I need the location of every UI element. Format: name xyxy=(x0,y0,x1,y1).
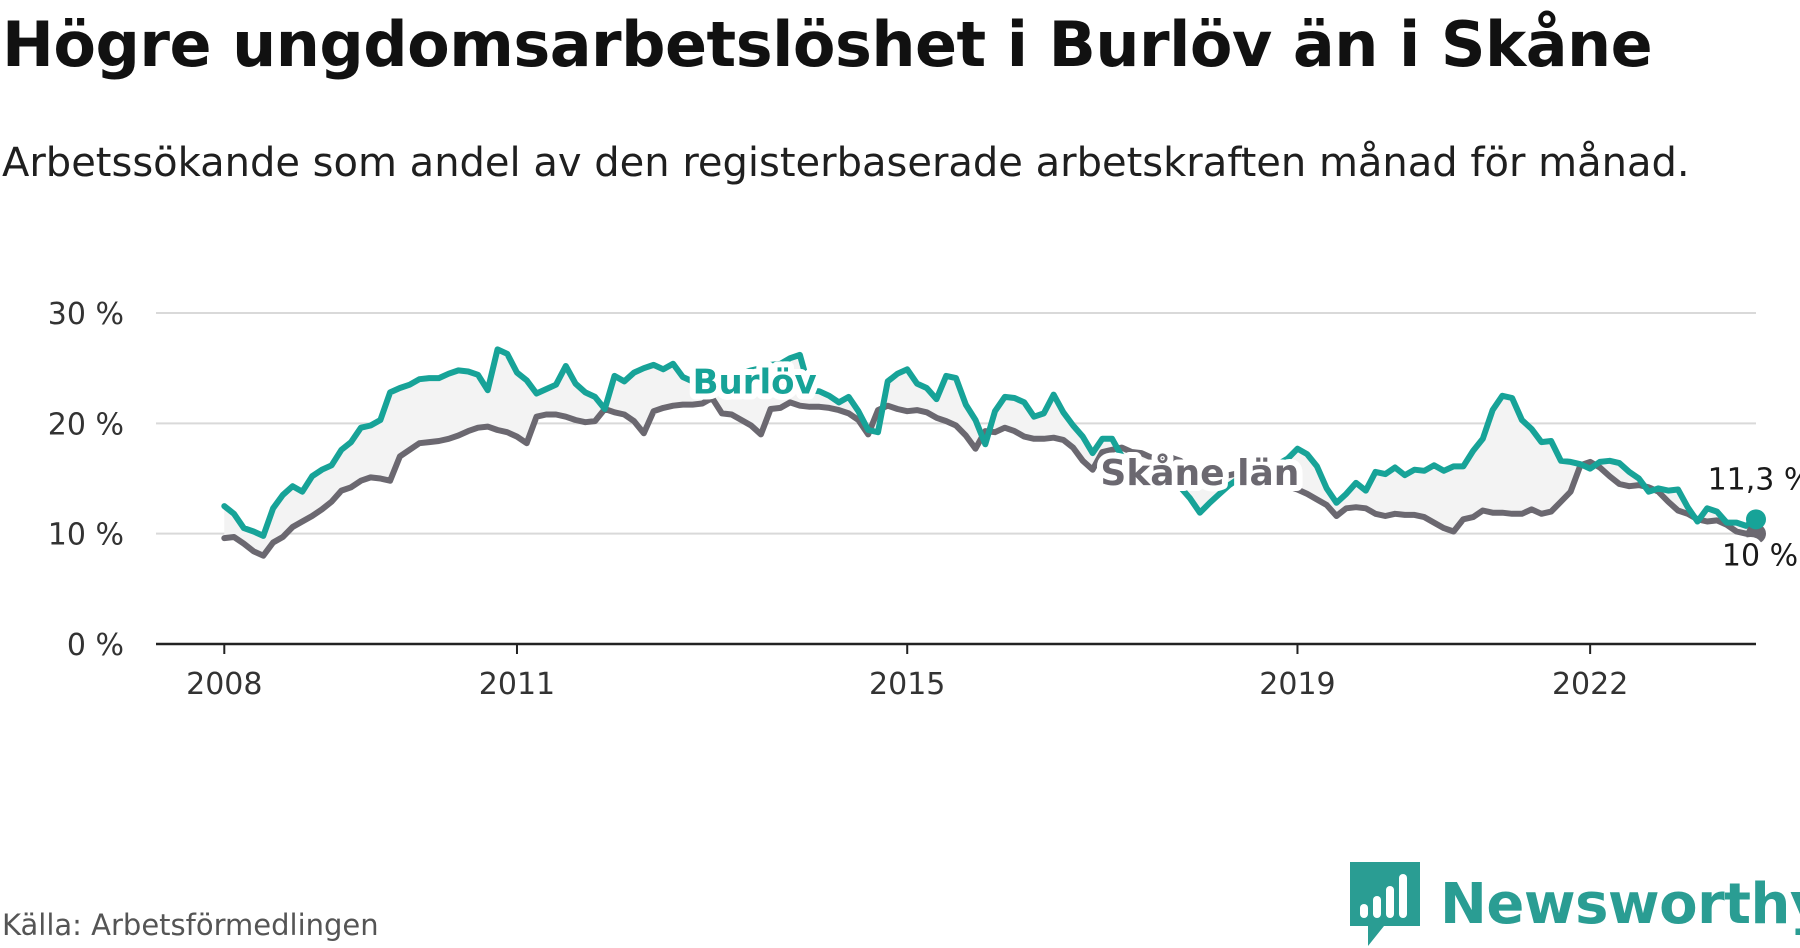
series-labels: Burlöv Skåne län 11,3 % 10 % xyxy=(687,357,1800,580)
skane-lan-end-marker xyxy=(1746,523,1766,544)
chart-title: Högre ungdomsarbetslöshet i Burlöv än i … xyxy=(2,8,1653,81)
x-tick-label: 2022 xyxy=(1552,667,1628,702)
skane-lan-end-value-label: 10 % xyxy=(1722,539,1798,574)
newsworthy-brand[interactable]: Newsworthy xyxy=(1346,860,1800,948)
axes: 0 % 10 % 20 % 30 % 2008 2011 2015 2019 2022 xyxy=(48,297,1756,702)
difference-band xyxy=(224,349,1756,556)
source-note: Källa: Arbetsförmedlingen xyxy=(2,908,379,942)
x-tick-label: 2011 xyxy=(479,667,555,702)
x-tick-label: 2019 xyxy=(1259,667,1335,702)
newsworthy-logo-icon xyxy=(1350,862,1420,946)
y-tick-label: 20 % xyxy=(48,407,124,442)
chart-subtitle: Arbetssökande som andel av den registerb… xyxy=(2,140,1690,186)
series-lines xyxy=(221,346,1766,559)
y-tick-label: 30 % xyxy=(48,297,124,332)
burlov-line xyxy=(221,346,1759,539)
burlov-end-value-label: 11,3 % xyxy=(1708,463,1800,498)
x-tick-label: 2008 xyxy=(186,667,262,702)
y-tick-label: 0 % xyxy=(67,628,124,663)
x-tick-label: 2015 xyxy=(869,667,945,702)
burlov-series-label: Burlöv xyxy=(693,363,817,403)
brand-name: Newsworthy xyxy=(1440,871,1800,937)
difference-area xyxy=(224,349,1756,556)
y-tick-label: 10 % xyxy=(48,518,124,553)
burlov-end-marker xyxy=(1746,509,1766,530)
skane-lan-series-label: Skåne län xyxy=(1100,453,1299,494)
